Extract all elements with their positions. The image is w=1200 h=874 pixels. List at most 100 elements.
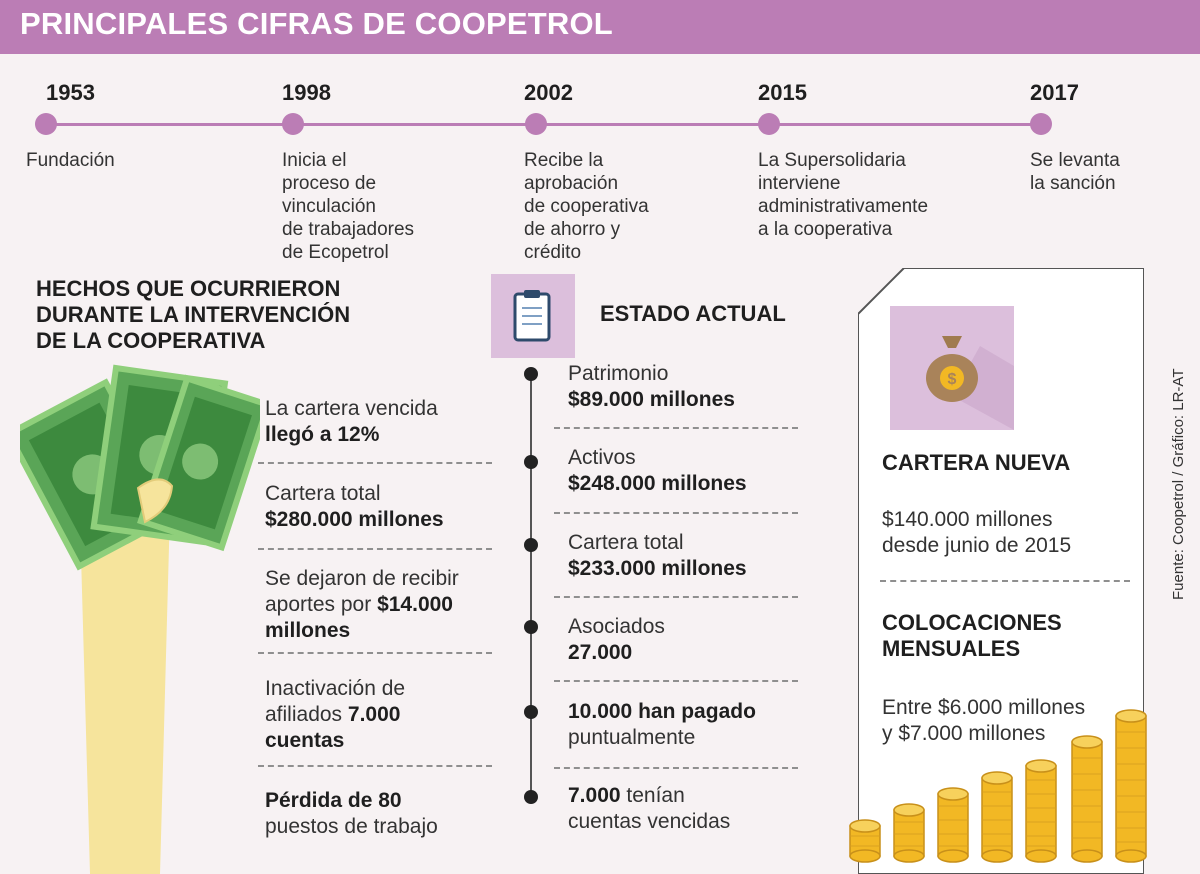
status-item: 7.000 tenían cuentas vencidas <box>568 783 730 835</box>
timeline-line-text: Recibe la <box>524 150 604 171</box>
timeline-line-text: Inicia el <box>282 150 347 171</box>
timeline-dot <box>1030 113 1052 135</box>
status-value: 7.000 <box>568 784 621 807</box>
fact-item: Pérdida de 80 puestos de trabajo <box>265 788 438 840</box>
timeline-text-2002: Recibe la aprobación de cooperativa de a… <box>524 149 649 264</box>
monthly-title-line: MENSUALES <box>882 636 1021 661</box>
new-portfolio-amount-block: $140.000 millones desde junio de 2015 <box>882 507 1071 559</box>
fact-value: $14.000 <box>377 593 453 616</box>
facts-title: HECHOS QUE OCURRIERON DURANTE LA INTERVE… <box>36 276 350 354</box>
timeline-line-text: administrativamente <box>758 196 929 217</box>
money-bag-icon-box: $ <box>890 306 1014 430</box>
fact-line: aportes por <box>265 593 378 616</box>
fact-line: afiliados <box>265 703 348 726</box>
facts-title-line: HECHOS QUE OCURRIERON <box>36 276 341 301</box>
timeline-line-text: de trabajadores <box>282 219 415 240</box>
timeline-text-2015: La Supersolidaria interviene administrat… <box>758 149 928 241</box>
fact-line: La cartera vencida <box>265 397 438 420</box>
bullet <box>524 455 538 469</box>
fact-item: Se dejaron de recibir aportes por $14.00… <box>265 566 459 644</box>
timeline-line-text: de cooperativa <box>524 196 649 217</box>
status-value: $233.000 millones <box>568 557 747 580</box>
status-item: Cartera total $233.000 millones <box>568 530 747 582</box>
source-credit: Fuente: Coopetrol / Gráfico: LR-AT <box>1170 368 1187 600</box>
status-vertical-line <box>530 370 532 800</box>
timeline-year-2015: 2015 <box>758 80 807 105</box>
status-label: Asociados <box>568 615 665 638</box>
divider <box>554 680 798 682</box>
timeline-text-1998: Inicia el proceso de vinculación de trab… <box>282 149 414 264</box>
divider <box>258 652 492 654</box>
fact-item: Cartera total $280.000 millones <box>265 481 444 533</box>
divider <box>258 765 492 767</box>
coin-stacks-icon <box>849 709 1147 863</box>
timeline-line-text: La Supersolidaria <box>758 150 906 171</box>
timeline-dot <box>35 113 57 135</box>
divider <box>258 548 492 550</box>
timeline-text-2017: Se levanta la sanción <box>1030 149 1120 195</box>
divider <box>258 462 492 464</box>
timeline-dot <box>758 113 780 135</box>
status-label: Patrimonio <box>568 362 669 385</box>
status-label: puntualmente <box>568 726 696 749</box>
monthly-line: Entre $6.000 millones <box>882 696 1086 719</box>
bullet <box>524 705 538 719</box>
fact-line: Inactivación de <box>265 677 406 700</box>
divider <box>554 512 798 514</box>
status-title: ESTADO ACTUAL <box>600 301 786 326</box>
bullet <box>524 367 538 381</box>
facts-title-line: DURANTE LA INTERVENCIÓN <box>36 302 351 327</box>
bullet <box>524 790 538 804</box>
timeline-line-text: Fundación <box>26 150 115 171</box>
divider <box>554 767 798 769</box>
page-title: PRINCIPALES CIFRAS DE COOPETROL <box>20 6 613 41</box>
fact-line: puestos de trabajo <box>265 815 438 838</box>
timeline-line-text: interviene <box>758 173 841 194</box>
timeline-line-text: crédito <box>524 242 582 263</box>
timeline-dot <box>282 113 304 135</box>
fact-value: Pérdida de 80 <box>265 789 402 812</box>
status-item: 10.000 han pagado puntualmente <box>568 699 756 751</box>
timeline-line-text: Se levanta <box>1030 150 1120 171</box>
timeline-line-text: de ahorro y <box>524 219 621 240</box>
monthly-line: y $7.000 millones <box>882 722 1046 745</box>
clipboard-icon-box <box>491 274 575 358</box>
clipboard-icon <box>513 290 551 342</box>
money-bag-icon: $ <box>926 336 1014 430</box>
timeline-line-text: aprobación <box>524 173 619 194</box>
fact-line: Cartera total <box>265 482 381 505</box>
fact-item: Inactivación de afiliados 7.000 cuentas <box>265 676 405 754</box>
status-value: 27.000 <box>568 641 633 664</box>
timeline-line-text: de Ecopetrol <box>282 242 389 263</box>
fact-value: llegó a 12% <box>265 423 380 446</box>
timeline-text-1953: Fundación <box>26 149 115 172</box>
header-bar <box>0 0 1200 54</box>
svg-text:$: $ <box>948 371 957 388</box>
fact-line: Se dejaron de recibir <box>265 567 459 590</box>
timeline-line-text: la sanción <box>1030 173 1116 194</box>
new-portfolio-amount: $140.000 millones <box>882 508 1053 531</box>
timeline-line-text: vinculación <box>282 196 376 217</box>
status-value: $248.000 millones <box>568 472 747 495</box>
new-portfolio-title: CARTERA NUEVA <box>882 450 1071 475</box>
divider <box>554 427 798 429</box>
timeline-year-1998: 1998 <box>282 80 331 105</box>
status-label: cuentas vencidas <box>568 810 731 833</box>
fact-value: millones <box>265 619 351 642</box>
status-label: Cartera total <box>568 531 684 554</box>
timeline-year-2002: 2002 <box>524 80 573 105</box>
fact-value: $280.000 millones <box>265 508 444 531</box>
timeline-dot <box>525 113 547 135</box>
status-value: $89.000 millones <box>568 388 735 411</box>
timeline-year-1953: 1953 <box>46 80 95 105</box>
fact-item: La cartera vencida llegó a 12% <box>265 396 438 448</box>
monthly-title: COLOCACIONES MENSUALES <box>882 610 1062 662</box>
status-value: 10.000 han pagado <box>568 700 756 723</box>
fact-value: 7.000 <box>347 703 401 726</box>
timeline-year-2017: 2017 <box>1030 80 1079 105</box>
divider <box>880 580 1130 582</box>
monthly-title-line: COLOCACIONES <box>882 610 1062 635</box>
status-item: Asociados 27.000 <box>568 614 665 666</box>
status-item: Activos $248.000 millones <box>568 445 747 497</box>
divider <box>554 596 798 598</box>
